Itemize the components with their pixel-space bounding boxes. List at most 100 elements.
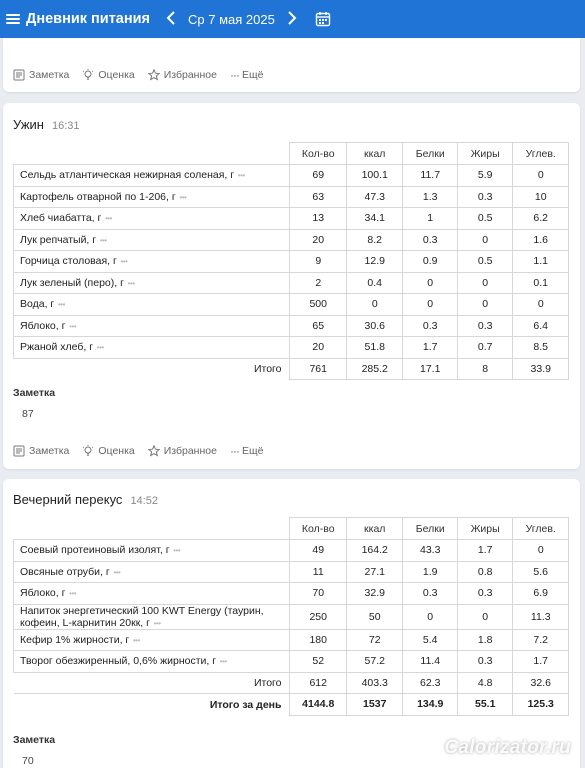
food-name-cell[interactable]: Хлеб чиабатта, г ••• xyxy=(12,207,291,230)
food-name-cell[interactable]: Яблоко, г ••• xyxy=(12,314,291,337)
meal-card-dinner: Ужин 16:31 Кол-во ккал Белки Жиры Углев. … xyxy=(3,103,580,469)
more-dots-icon[interactable]: ••• xyxy=(98,235,107,245)
food-name-cell[interactable]: Вода, г ••• xyxy=(12,293,291,316)
food-name: Ржаной хлеб, г xyxy=(20,341,94,354)
current-date[interactable]: Ср 7 мая 2025 xyxy=(188,11,275,27)
note-action[interactable]: Заметка xyxy=(13,445,69,457)
table-row[interactable]: Творог обезжиренный, 0,6% жирности, г ••… xyxy=(12,650,569,673)
favorite-action[interactable]: Избранное xyxy=(147,69,217,81)
more-dots-icon[interactable]: ••• xyxy=(218,657,227,667)
food-name-cell[interactable]: Ржаной хлеб, г ••• xyxy=(12,336,291,359)
column-header: Жиры xyxy=(456,517,514,540)
cell-protein: 1.9 xyxy=(402,560,458,583)
rating-action[interactable]: Оценка xyxy=(82,69,135,81)
table-row[interactable]: Вода, г ••• 500 0 0 0 0 xyxy=(12,293,569,316)
chevron-left-icon xyxy=(166,11,175,25)
food-name-cell[interactable]: Лук репчатый, г ••• xyxy=(12,228,291,251)
menu-icon[interactable] xyxy=(6,14,20,24)
more-dots-icon[interactable]: ••• xyxy=(125,278,135,288)
cell-qty[interactable]: 11 xyxy=(289,560,347,583)
more-dots-icon[interactable]: ••• xyxy=(151,618,161,628)
more-dots-icon[interactable]: ••• xyxy=(67,321,77,331)
food-name-cell[interactable]: Кефир 1% жирности, г ••• xyxy=(12,628,291,651)
more-dots-icon[interactable]: ••• xyxy=(95,343,104,353)
food-name-cell[interactable]: Горчица столовая, г ••• xyxy=(12,250,291,273)
more-dots-icon[interactable]: ••• xyxy=(118,257,128,267)
food-name-cell[interactable]: Овсяные отруби, г ••• xyxy=(12,560,291,583)
cell-kcal: 27.1 xyxy=(345,560,404,583)
total-row: Итого 761 285.2 17.1 8 33.9 xyxy=(13,357,569,380)
meal-title[interactable]: Вечерний перекус 14:52 xyxy=(13,492,158,507)
more-dots-icon[interactable]: ••• xyxy=(131,635,140,645)
cell-fat: 1.7 xyxy=(456,539,514,562)
food-name-cell[interactable]: Творог обезжиренный, 0,6% жирности, г ••… xyxy=(12,650,291,673)
cell-qty[interactable]: 49 xyxy=(289,539,347,562)
more-action[interactable]: ··· Ещё xyxy=(230,445,263,457)
table-row[interactable]: Ржаной хлеб, г ••• 20 51.8 1.7 0.7 8.5 xyxy=(12,336,569,359)
cell-fat: 5.9 xyxy=(456,164,514,187)
cell-fat: 0.3 xyxy=(456,314,514,337)
table-row[interactable]: Напиток энергетический 100 KWT Energy (т… xyxy=(12,603,569,630)
food-name: Лук репчатый, г xyxy=(20,233,97,246)
food-name-cell[interactable]: Соевый протеиновый изолят, г ••• xyxy=(12,539,291,562)
cell-fat: 0 xyxy=(456,293,514,316)
food-name-cell[interactable]: Сельдь атлантическая нежирная соленая, г… xyxy=(12,164,291,187)
cell-protein: 1.3 xyxy=(402,185,458,208)
total-kcal: 403.3 xyxy=(345,671,404,694)
table-row[interactable]: Горчица столовая, г ••• 9 12.9 0.9 0.5 1.1 xyxy=(12,250,569,273)
more-dots-icon[interactable]: ••• xyxy=(103,214,112,224)
table-row[interactable]: Яблоко, г ••• 70 32.9 0.3 0.3 6.9 xyxy=(12,582,569,605)
cell-qty[interactable]: 63 xyxy=(289,185,347,208)
cell-qty[interactable]: 180 xyxy=(289,628,347,651)
cell-protein: 43.3 xyxy=(402,539,458,562)
note-action[interactable]: Заметка xyxy=(13,69,69,81)
more-action[interactable]: ··· Ещё xyxy=(230,69,263,81)
cell-qty[interactable]: 250 xyxy=(289,603,347,630)
food-name: Картофель отварной по 1-206, г xyxy=(20,190,176,203)
rating-action[interactable]: Оценка xyxy=(82,445,135,457)
cell-qty[interactable]: 52 xyxy=(289,650,347,673)
more-dots-icon[interactable]: ••• xyxy=(171,546,181,556)
table-row[interactable]: Кефир 1% жирности, г ••• 180 72 5.4 1.8 7.2 xyxy=(12,628,569,651)
cell-qty[interactable]: 13 xyxy=(289,207,347,230)
cell-qty[interactable]: 65 xyxy=(289,314,347,337)
cell-qty[interactable]: 500 xyxy=(289,293,347,316)
table-row[interactable]: Лук репчатый, г ••• 20 8.2 0.3 0 1.6 xyxy=(12,228,569,251)
favorite-action-label: Избранное xyxy=(163,445,217,457)
food-name-cell[interactable]: Картофель отварной по 1-206, г ••• xyxy=(12,185,291,208)
watermark-text: Calorizator.ru xyxy=(444,737,571,758)
meal-title[interactable]: Ужин 16:31 xyxy=(13,117,80,132)
table-row[interactable]: Хлеб чиабатта, г ••• 13 34.1 1 0.5 6.2 xyxy=(12,207,569,230)
table-row[interactable]: Овсяные отруби, г ••• 11 27.1 1.9 0.8 5.6 xyxy=(12,560,569,583)
favorite-action[interactable]: Избранное xyxy=(147,445,217,457)
next-day-button[interactable] xyxy=(287,10,297,28)
more-dots-icon[interactable]: ••• xyxy=(111,567,121,577)
cell-carbs: 6.4 xyxy=(512,314,569,337)
note-value[interactable]: 70 xyxy=(22,755,34,767)
cell-protein: 5.4 xyxy=(402,628,458,651)
table-row[interactable]: Лук зеленый (перо), г ••• 2 0.4 0 0 0.1 xyxy=(12,271,569,294)
note-icon xyxy=(13,445,25,457)
cell-qty[interactable]: 69 xyxy=(289,164,347,187)
more-dots-icon[interactable]: ••• xyxy=(67,589,77,599)
favorite-action-label: Избранное xyxy=(163,69,217,81)
table-row[interactable]: Картофель отварной по 1-206, г ••• 63 47.3… xyxy=(12,185,569,208)
note-value[interactable]: 87 xyxy=(22,408,34,420)
cell-fat: 0.3 xyxy=(456,650,514,673)
cell-qty[interactable]: 2 xyxy=(289,271,347,294)
table-row[interactable]: Соевый протеиновый изолят, г ••• 49 164.2 4… xyxy=(12,539,569,562)
cell-qty[interactable]: 20 xyxy=(289,228,347,251)
more-dots-icon[interactable]: ••• xyxy=(236,171,245,181)
food-name-cell[interactable]: Напиток энергетический 100 KWT Energy (т… xyxy=(12,603,291,630)
calendar-icon[interactable] xyxy=(315,11,331,27)
prev-day-button[interactable] xyxy=(166,10,176,28)
table-row[interactable]: Яблоко, г ••• 65 30.6 0.3 0.3 6.4 xyxy=(12,314,569,337)
cell-qty[interactable]: 9 xyxy=(289,250,347,273)
more-dots-icon[interactable]: ••• xyxy=(177,192,187,202)
more-dots-icon[interactable]: ••• xyxy=(56,300,65,310)
table-row[interactable]: Сельдь атлантическая нежирная соленая, г… xyxy=(12,164,569,187)
cell-qty[interactable]: 70 xyxy=(289,582,347,605)
food-name-cell[interactable]: Яблоко, г ••• xyxy=(12,582,291,605)
cell-qty[interactable]: 20 xyxy=(289,336,347,359)
food-name-cell[interactable]: Лук зеленый (перо), г ••• xyxy=(12,271,291,294)
